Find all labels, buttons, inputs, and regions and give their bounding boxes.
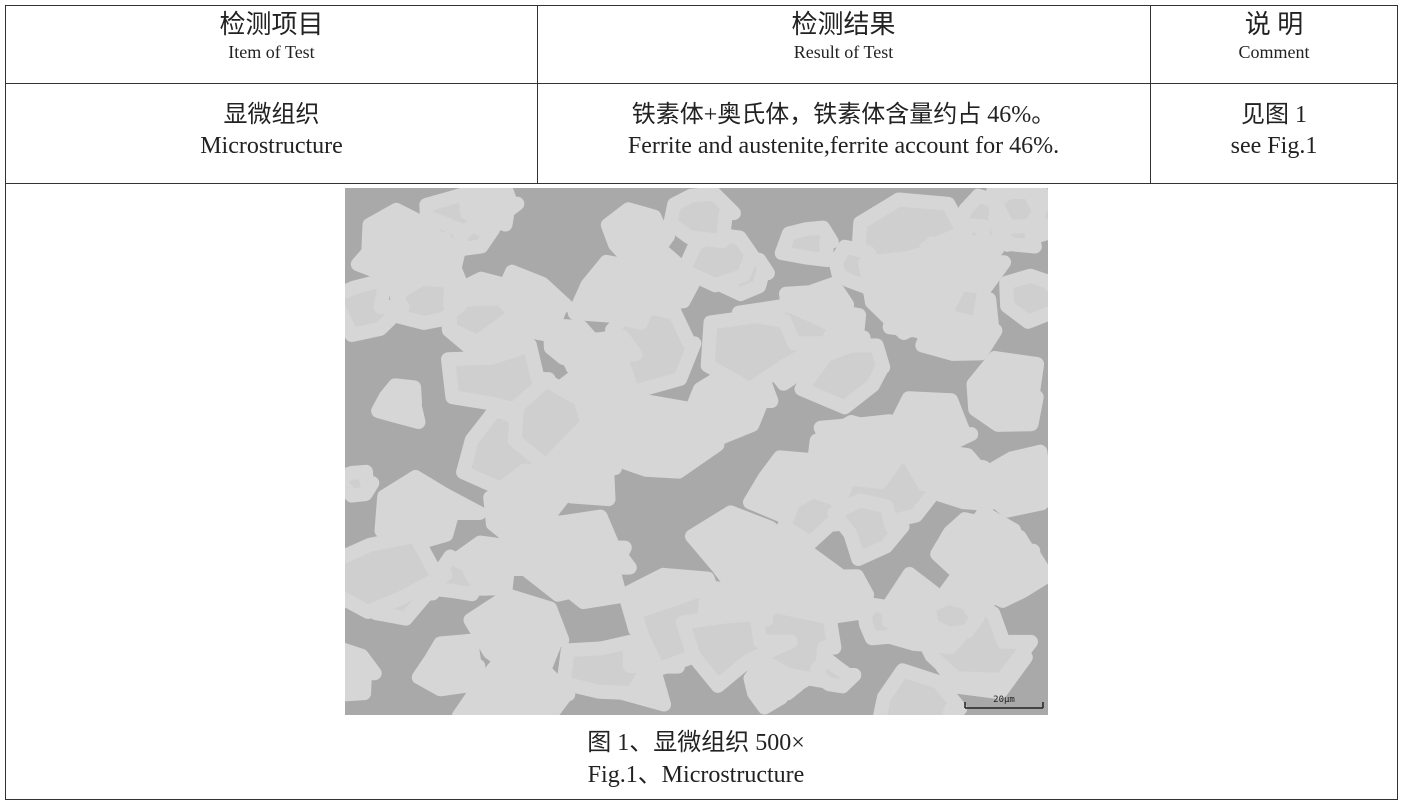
grain [600, 202, 675, 267]
report-table: 检测项目 Item of Test 检测结果 Result of Test 说 … [5, 5, 1398, 800]
header-zh: 检测项目 [219, 10, 324, 39]
data-cell: 铁素体+奥氏体，铁素体含量约占 46%。 Ferrite and austeni… [537, 100, 1150, 162]
caption-en: Fig.1、Microstructure [587, 762, 805, 788]
data-cell: 见图 1 see Fig.1 [1150, 100, 1398, 162]
grain [507, 373, 596, 474]
grain [411, 633, 486, 697]
grain [663, 188, 741, 249]
grain [743, 653, 804, 715]
cell-zh: 显微组织 [223, 102, 320, 128]
grain [675, 607, 798, 693]
column-divider [537, 6, 538, 183]
grain [510, 509, 632, 602]
grain [567, 254, 663, 330]
grain [809, 652, 862, 694]
austenite-grains [345, 188, 1048, 715]
caption-zh: 图 1、显微组织 500× [587, 730, 805, 756]
grain [345, 528, 453, 619]
scale-bar-label: 20μm [993, 695, 1015, 705]
cell-zh: 铁素体+奥氏体，铁素体含量约占 46%。 [631, 102, 1056, 128]
header-en: Comment [1238, 42, 1310, 62]
column-divider [1150, 6, 1151, 183]
grain [458, 188, 519, 232]
grain [391, 271, 468, 330]
grain [919, 228, 1012, 294]
grain [988, 188, 1048, 234]
grain [966, 351, 1045, 432]
row-divider [6, 83, 1397, 84]
grain [374, 470, 487, 551]
grain [556, 634, 657, 701]
grain [345, 272, 410, 342]
grain [371, 378, 426, 429]
grain [361, 202, 452, 277]
grain [774, 220, 839, 268]
header-en: Item of Test [228, 42, 315, 62]
grain [928, 445, 986, 491]
header-zh: 说 明 [1244, 10, 1304, 39]
grain [857, 597, 906, 646]
grain [873, 663, 968, 715]
grain [345, 464, 380, 503]
header-en: Result of Test [793, 42, 894, 62]
header-zh: 检测结果 [791, 10, 896, 39]
micrograph: 20μm [345, 188, 1048, 715]
grain [345, 642, 382, 702]
cell-en: see Fig.1 [1230, 133, 1318, 159]
grain [939, 537, 1044, 614]
grain [685, 505, 808, 596]
grain [563, 328, 615, 375]
row-divider [6, 183, 1397, 184]
grain [499, 463, 573, 523]
grain [999, 268, 1048, 329]
grain [700, 309, 832, 397]
grain [827, 493, 910, 566]
header-cell: 检测项目 Item of Test [6, 10, 537, 64]
header-cell: 说 明 Comment [1150, 10, 1398, 64]
cell-en: Ferrite and austenite,ferrite account fo… [627, 133, 1060, 159]
data-cell: 显微组织 Microstructure [6, 100, 537, 162]
header-cell: 检测结果 Result of Test [537, 10, 1150, 64]
grain [883, 391, 979, 468]
grain [805, 426, 906, 490]
grain [975, 444, 1048, 518]
cell-en: Microstructure [200, 133, 343, 159]
cell-zh: 见图 1 [1241, 102, 1307, 128]
